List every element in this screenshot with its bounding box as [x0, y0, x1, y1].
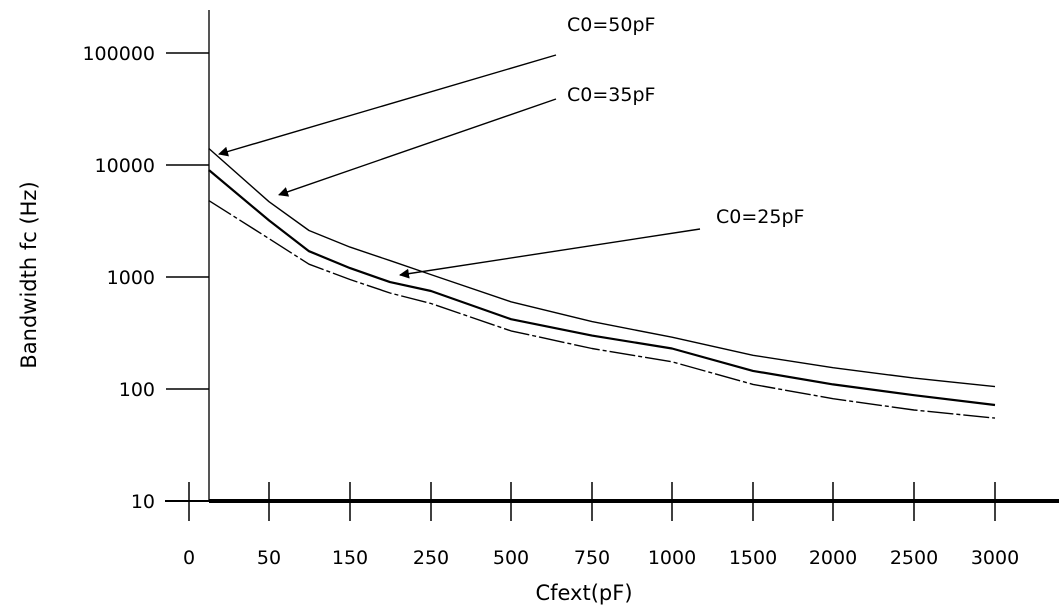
annotation-leader-line — [218, 54, 557, 157]
x-axis-title: Cfext(pF) — [535, 581, 632, 605]
y-axis-title: Bandwidth fc (Hz) — [17, 181, 41, 368]
x-tick-label-3000: 3000 — [971, 547, 1019, 569]
annotation-c0-50pf: C0=50pF — [218, 14, 655, 157]
series-annotations: C0=50pF C0=35pF C0=25pF — [218, 14, 804, 279]
x-tick-label-0: 0 — [183, 547, 195, 569]
x-tick-label-150: 150 — [332, 547, 368, 569]
y-tick-label-10000: 10000 — [95, 155, 155, 177]
x-tick-label-1500: 1500 — [729, 547, 777, 569]
x-tick-label-750: 750 — [574, 547, 610, 569]
annotation-label: C0=35pF — [567, 84, 655, 106]
series-lines — [208, 148, 996, 419]
x-tick-label-1000: 1000 — [648, 547, 696, 569]
annotation-label: C0=25pF — [716, 206, 804, 228]
annotation-c0-35pf: C0=35pF — [278, 84, 655, 197]
y-tick-label-100000: 100000 — [82, 43, 155, 65]
y-tick-label-10: 10 — [131, 491, 155, 513]
x-tick-label-2000: 2000 — [809, 547, 857, 569]
x-tick-label-2500: 2500 — [890, 547, 938, 569]
series-line-c0-35pf — [208, 169, 996, 407]
y-tick-label-100: 100 — [119, 379, 155, 401]
x-tick-label-500: 500 — [493, 547, 529, 569]
annotation-c0-25pf: C0=25pF — [399, 206, 804, 279]
x-tick-label-50: 50 — [257, 547, 281, 569]
y-tick-label-1000: 1000 — [107, 267, 155, 289]
series-line-c0-50pf — [208, 148, 996, 388]
annotation-label: C0=50pF — [567, 14, 655, 36]
annotation-leader-line — [278, 98, 557, 197]
y-axis-ticks: 10 100 1000 10000 100000 — [82, 43, 209, 513]
series-line-c0-25pf — [208, 200, 996, 419]
x-tick-label-250: 250 — [413, 547, 449, 569]
annotation-leader-line — [399, 228, 701, 279]
x-axis-ticks: 0 50 150 250 500 750 1000 1500 2000 2500 3000 — [183, 482, 1019, 569]
